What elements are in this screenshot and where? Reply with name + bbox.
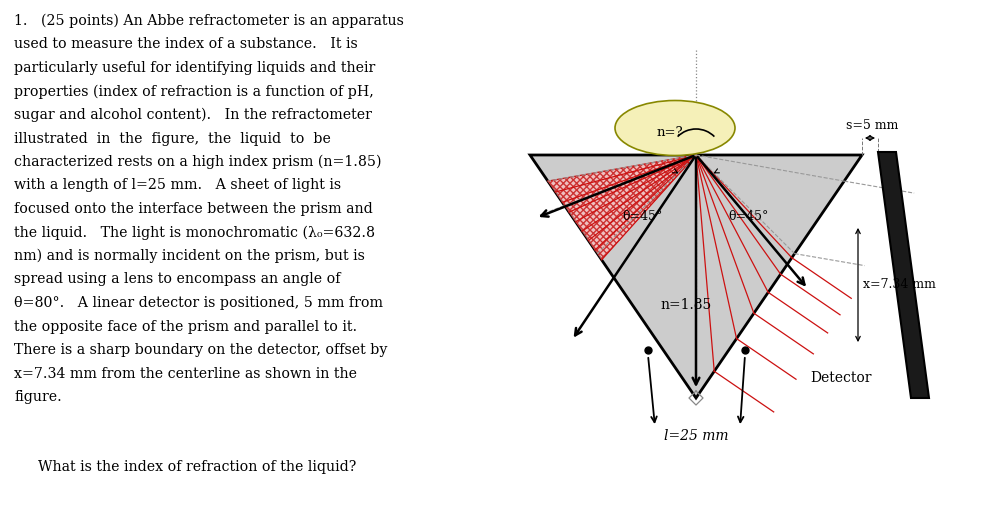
Text: used to measure the index of a substance.   It is: used to measure the index of a substance… bbox=[14, 38, 358, 52]
Text: properties (index of refraction is a function of pH,: properties (index of refraction is a fun… bbox=[14, 84, 374, 99]
Text: Detector: Detector bbox=[810, 371, 872, 385]
Text: What is the index of refraction of the liquid?: What is the index of refraction of the l… bbox=[38, 460, 357, 474]
Polygon shape bbox=[530, 155, 862, 398]
Text: sugar and alcohol content).   In the refractometer: sugar and alcohol content). In the refra… bbox=[14, 108, 372, 123]
Text: s=5 mm: s=5 mm bbox=[846, 119, 898, 132]
Text: characterized rests on a high index prism (n=1.85): characterized rests on a high index pris… bbox=[14, 155, 382, 169]
Text: x=7.34 mm: x=7.34 mm bbox=[863, 279, 936, 291]
Text: figure.: figure. bbox=[14, 390, 62, 404]
Text: focused onto the interface between the prism and: focused onto the interface between the p… bbox=[14, 202, 373, 216]
Text: θ=80°.   A linear detector is positioned, 5 mm from: θ=80°. A linear detector is positioned, … bbox=[14, 296, 383, 310]
Text: the liquid.   The light is monochromatic (λ₀=632.8: the liquid. The light is monochromatic (… bbox=[14, 226, 375, 240]
Text: θ=45°: θ=45° bbox=[728, 211, 770, 224]
Text: n=?: n=? bbox=[656, 126, 683, 139]
Text: illustrated  in  the  figure,  the  liquid  to  be: illustrated in the figure, the liquid to… bbox=[14, 131, 331, 146]
Polygon shape bbox=[548, 155, 696, 260]
Text: θ=45°: θ=45° bbox=[623, 211, 663, 224]
Text: l=25 mm: l=25 mm bbox=[663, 429, 728, 443]
Text: 1.   (25 points) An Abbe refractometer is an apparatus: 1. (25 points) An Abbe refractometer is … bbox=[14, 14, 404, 28]
Text: n=1.85: n=1.85 bbox=[660, 298, 711, 312]
Text: There is a sharp boundary on the detector, offset by: There is a sharp boundary on the detecto… bbox=[14, 343, 388, 357]
Polygon shape bbox=[878, 152, 929, 398]
Text: particularly useful for identifying liquids and their: particularly useful for identifying liqu… bbox=[14, 61, 376, 75]
Text: spread using a lens to encompass an angle of: spread using a lens to encompass an angl… bbox=[14, 272, 341, 286]
Ellipse shape bbox=[615, 100, 735, 156]
Text: with a length of l=25 mm.   A sheet of light is: with a length of l=25 mm. A sheet of lig… bbox=[14, 179, 341, 193]
Text: the opposite face of the prism and parallel to it.: the opposite face of the prism and paral… bbox=[14, 319, 357, 334]
Text: nm) and is normally incident on the prism, but is: nm) and is normally incident on the pris… bbox=[14, 249, 365, 263]
Text: x=7.34 mm from the centerline as shown in the: x=7.34 mm from the centerline as shown i… bbox=[14, 367, 357, 381]
